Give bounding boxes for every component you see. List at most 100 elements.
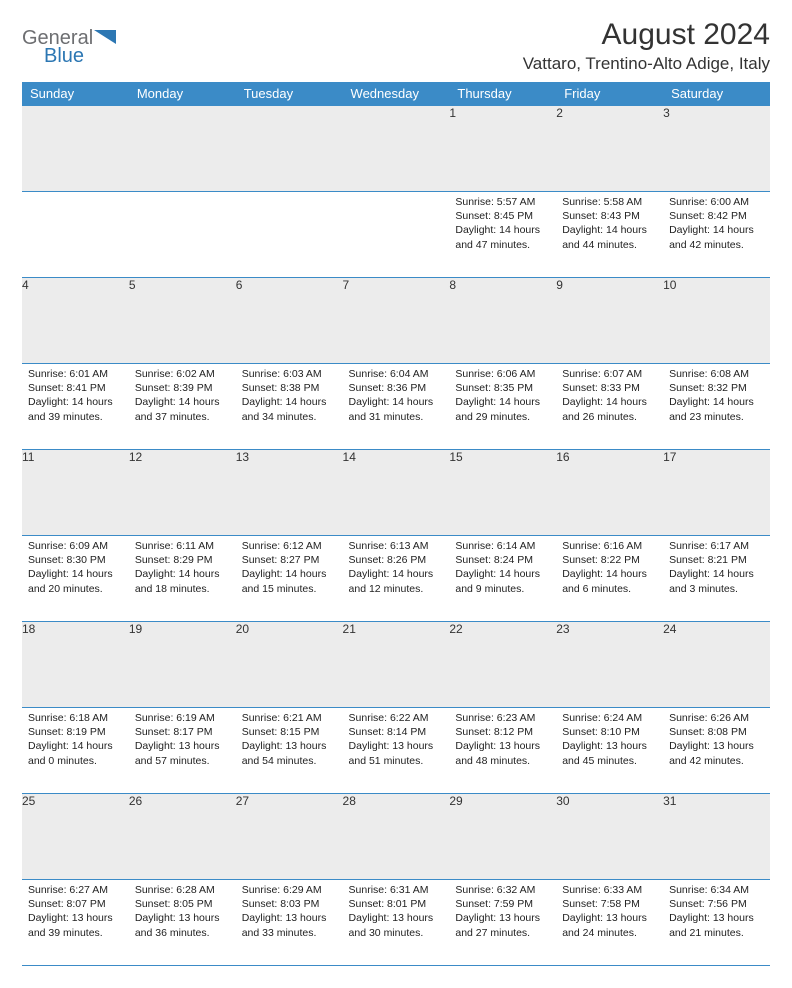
weekday-header: Saturday: [663, 82, 770, 106]
day-number-row: 11121314151617: [22, 450, 770, 536]
day-number-cell: 11: [22, 450, 129, 536]
day-cell: Sunrise: 6:27 AMSunset: 8:07 PMDaylight:…: [22, 880, 129, 966]
day-number-cell: 8: [449, 278, 556, 364]
day-cell: Sunrise: 6:06 AMSunset: 8:35 PMDaylight:…: [449, 364, 556, 450]
day-number-cell: 4: [22, 278, 129, 364]
day-number-cell: 30: [556, 794, 663, 880]
day-number-cell: 31: [663, 794, 770, 880]
day-cell-content: Sunrise: 6:21 AMSunset: 8:15 PMDaylight:…: [236, 708, 343, 774]
day-number-cell: 10: [663, 278, 770, 364]
day-cell: Sunrise: 6:16 AMSunset: 8:22 PMDaylight:…: [556, 536, 663, 622]
day-cell-content: Sunrise: 6:07 AMSunset: 8:33 PMDaylight:…: [556, 364, 663, 430]
day-number-cell: 23: [556, 622, 663, 708]
day-cell: Sunrise: 6:13 AMSunset: 8:26 PMDaylight:…: [343, 536, 450, 622]
day-number-cell: 29: [449, 794, 556, 880]
day-cell-content: Sunrise: 6:29 AMSunset: 8:03 PMDaylight:…: [236, 880, 343, 946]
day-cell-content: Sunrise: 6:28 AMSunset: 8:05 PMDaylight:…: [129, 880, 236, 946]
day-number-cell: 2: [556, 106, 663, 192]
day-cell-content: Sunrise: 6:34 AMSunset: 7:56 PMDaylight:…: [663, 880, 770, 946]
day-number-row: 18192021222324: [22, 622, 770, 708]
day-cell: [22, 192, 129, 278]
day-cell: Sunrise: 6:28 AMSunset: 8:05 PMDaylight:…: [129, 880, 236, 966]
day-cell: Sunrise: 6:08 AMSunset: 8:32 PMDaylight:…: [663, 364, 770, 450]
day-cell: Sunrise: 6:01 AMSunset: 8:41 PMDaylight:…: [22, 364, 129, 450]
weekday-header: Thursday: [449, 82, 556, 106]
brand-logo: General Blue: [22, 24, 132, 69]
weekday-header: Wednesday: [343, 82, 450, 106]
day-cell: Sunrise: 6:19 AMSunset: 8:17 PMDaylight:…: [129, 708, 236, 794]
day-number-cell: 26: [129, 794, 236, 880]
day-cell-content: Sunrise: 6:02 AMSunset: 8:39 PMDaylight:…: [129, 364, 236, 430]
day-number-cell: [129, 106, 236, 192]
day-body-row: Sunrise: 6:27 AMSunset: 8:07 PMDaylight:…: [22, 880, 770, 966]
day-cell-content: Sunrise: 6:14 AMSunset: 8:24 PMDaylight:…: [449, 536, 556, 602]
day-cell-content: Sunrise: 6:19 AMSunset: 8:17 PMDaylight:…: [129, 708, 236, 774]
day-cell-content: Sunrise: 6:09 AMSunset: 8:30 PMDaylight:…: [22, 536, 129, 602]
logo-triangle-icon: [94, 30, 116, 44]
day-cell: Sunrise: 6:00 AMSunset: 8:42 PMDaylight:…: [663, 192, 770, 278]
day-cell: Sunrise: 6:23 AMSunset: 8:12 PMDaylight:…: [449, 708, 556, 794]
day-cell: Sunrise: 6:04 AMSunset: 8:36 PMDaylight:…: [343, 364, 450, 450]
day-cell-content: Sunrise: 6:04 AMSunset: 8:36 PMDaylight:…: [343, 364, 450, 430]
title-block: August 2024 Vattaro, Trentino-Alto Adige…: [523, 18, 770, 74]
day-cell-content: Sunrise: 6:24 AMSunset: 8:10 PMDaylight:…: [556, 708, 663, 774]
day-body-row: Sunrise: 6:09 AMSunset: 8:30 PMDaylight:…: [22, 536, 770, 622]
day-number-cell: [22, 106, 129, 192]
day-cell: Sunrise: 5:58 AMSunset: 8:43 PMDaylight:…: [556, 192, 663, 278]
day-number-row: 123: [22, 106, 770, 192]
day-number-cell: 7: [343, 278, 450, 364]
day-number-cell: 5: [129, 278, 236, 364]
day-body-row: Sunrise: 6:01 AMSunset: 8:41 PMDaylight:…: [22, 364, 770, 450]
day-cell: [129, 192, 236, 278]
day-cell-content: Sunrise: 5:57 AMSunset: 8:45 PMDaylight:…: [449, 192, 556, 258]
day-cell-content: Sunrise: 6:27 AMSunset: 8:07 PMDaylight:…: [22, 880, 129, 946]
header: General Blue August 2024 Vattaro, Trenti…: [22, 18, 770, 74]
day-cell: Sunrise: 6:29 AMSunset: 8:03 PMDaylight:…: [236, 880, 343, 966]
day-number-cell: 28: [343, 794, 450, 880]
day-cell-content: Sunrise: 6:26 AMSunset: 8:08 PMDaylight:…: [663, 708, 770, 774]
day-number-cell: 6: [236, 278, 343, 364]
day-cell: Sunrise: 6:14 AMSunset: 8:24 PMDaylight:…: [449, 536, 556, 622]
day-body-row: Sunrise: 6:18 AMSunset: 8:19 PMDaylight:…: [22, 708, 770, 794]
day-cell: Sunrise: 5:57 AMSunset: 8:45 PMDaylight:…: [449, 192, 556, 278]
day-cell-content: Sunrise: 6:23 AMSunset: 8:12 PMDaylight:…: [449, 708, 556, 774]
day-number-cell: [343, 106, 450, 192]
day-number-cell: 22: [449, 622, 556, 708]
day-number-row: 25262728293031: [22, 794, 770, 880]
day-number-row: 45678910: [22, 278, 770, 364]
day-cell: Sunrise: 6:33 AMSunset: 7:58 PMDaylight:…: [556, 880, 663, 966]
day-number-cell: 13: [236, 450, 343, 536]
day-cell: Sunrise: 6:31 AMSunset: 8:01 PMDaylight:…: [343, 880, 450, 966]
day-cell-content: Sunrise: 6:16 AMSunset: 8:22 PMDaylight:…: [556, 536, 663, 602]
day-number-cell: 21: [343, 622, 450, 708]
day-cell-content: Sunrise: 6:00 AMSunset: 8:42 PMDaylight:…: [663, 192, 770, 258]
day-number-cell: 18: [22, 622, 129, 708]
day-cell: Sunrise: 6:09 AMSunset: 8:30 PMDaylight:…: [22, 536, 129, 622]
day-number-cell: 1: [449, 106, 556, 192]
day-cell-content: Sunrise: 6:31 AMSunset: 8:01 PMDaylight:…: [343, 880, 450, 946]
day-number-cell: 12: [129, 450, 236, 536]
weekday-header: Monday: [129, 82, 236, 106]
day-cell-content: Sunrise: 6:22 AMSunset: 8:14 PMDaylight:…: [343, 708, 450, 774]
day-number-cell: 15: [449, 450, 556, 536]
day-cell: Sunrise: 6:03 AMSunset: 8:38 PMDaylight:…: [236, 364, 343, 450]
calendar-table: SundayMondayTuesdayWednesdayThursdayFrid…: [22, 82, 770, 966]
day-number-cell: 16: [556, 450, 663, 536]
day-cell: Sunrise: 6:32 AMSunset: 7:59 PMDaylight:…: [449, 880, 556, 966]
day-cell: Sunrise: 6:26 AMSunset: 8:08 PMDaylight:…: [663, 708, 770, 794]
day-cell: Sunrise: 6:24 AMSunset: 8:10 PMDaylight:…: [556, 708, 663, 794]
day-cell-content: Sunrise: 5:58 AMSunset: 8:43 PMDaylight:…: [556, 192, 663, 258]
day-cell-content: Sunrise: 6:18 AMSunset: 8:19 PMDaylight:…: [22, 708, 129, 774]
day-body-row: Sunrise: 5:57 AMSunset: 8:45 PMDaylight:…: [22, 192, 770, 278]
location-text: Vattaro, Trentino-Alto Adige, Italy: [523, 54, 770, 74]
day-cell: Sunrise: 6:07 AMSunset: 8:33 PMDaylight:…: [556, 364, 663, 450]
day-cell-content: Sunrise: 6:12 AMSunset: 8:27 PMDaylight:…: [236, 536, 343, 602]
day-number-cell: 27: [236, 794, 343, 880]
day-cell-content: Sunrise: 6:06 AMSunset: 8:35 PMDaylight:…: [449, 364, 556, 430]
day-cell-content: Sunrise: 6:11 AMSunset: 8:29 PMDaylight:…: [129, 536, 236, 602]
weekday-header: Friday: [556, 82, 663, 106]
day-cell: Sunrise: 6:22 AMSunset: 8:14 PMDaylight:…: [343, 708, 450, 794]
day-cell-content: Sunrise: 6:01 AMSunset: 8:41 PMDaylight:…: [22, 364, 129, 430]
day-cell: [343, 192, 450, 278]
day-number-cell: 24: [663, 622, 770, 708]
